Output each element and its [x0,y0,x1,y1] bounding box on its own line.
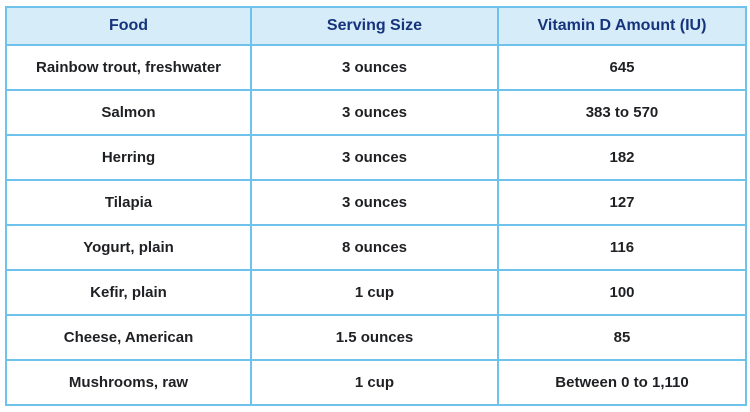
cell-serving-size: 3 ounces [250,89,499,136]
table-row: Rainbow trout, freshwater 3 ounces 645 [5,44,747,91]
column-header-food: Food [5,6,252,46]
cell-vitamin-d-amount: Between 0 to 1,110 [497,359,747,406]
cell-serving-size: 3 ounces [250,44,499,91]
cell-serving-size: 3 ounces [250,134,499,181]
table-row: Kefir, plain 1 cup 100 [5,269,747,316]
cell-serving-size: 1.5 ounces [250,314,499,361]
table-row: Salmon 3 ounces 383 to 570 [5,89,747,136]
cell-vitamin-d-amount: 383 to 570 [497,89,747,136]
table-row: Yogurt, plain 8 ounces 116 [5,224,747,271]
cell-vitamin-d-amount: 100 [497,269,747,316]
cell-food: Salmon [5,89,252,136]
cell-vitamin-d-amount: 645 [497,44,747,91]
table-row: Tilapia 3 ounces 127 [5,179,747,226]
cell-food: Yogurt, plain [5,224,252,271]
cell-vitamin-d-amount: 116 [497,224,747,271]
cell-serving-size: 8 ounces [250,224,499,271]
table-row: Herring 3 ounces 182 [5,134,747,181]
column-header-vitamin-d-amount: Vitamin D Amount (IU) [497,6,747,46]
cell-food: Kefir, plain [5,269,252,316]
cell-serving-size: 1 cup [250,269,499,316]
column-header-serving-size: Serving Size [250,6,499,46]
cell-vitamin-d-amount: 85 [497,314,747,361]
cell-food: Mushrooms, raw [5,359,252,406]
cell-serving-size: 1 cup [250,359,499,406]
cell-food: Rainbow trout, freshwater [5,44,252,91]
cell-vitamin-d-amount: 127 [497,179,747,226]
cell-food: Tilapia [5,179,252,226]
cell-serving-size: 3 ounces [250,179,499,226]
table-row: Cheese, American 1.5 ounces 85 [5,314,747,361]
cell-food: Herring [5,134,252,181]
header-row: Food Serving Size Vitamin D Amount (IU) [5,6,747,46]
table-row: Mushrooms, raw 1 cup Between 0 to 1,110 [5,359,747,406]
cell-food: Cheese, American [5,314,252,361]
vitamin-d-food-table: Food Serving Size Vitamin D Amount (IU) … [5,6,747,406]
cell-vitamin-d-amount: 182 [497,134,747,181]
